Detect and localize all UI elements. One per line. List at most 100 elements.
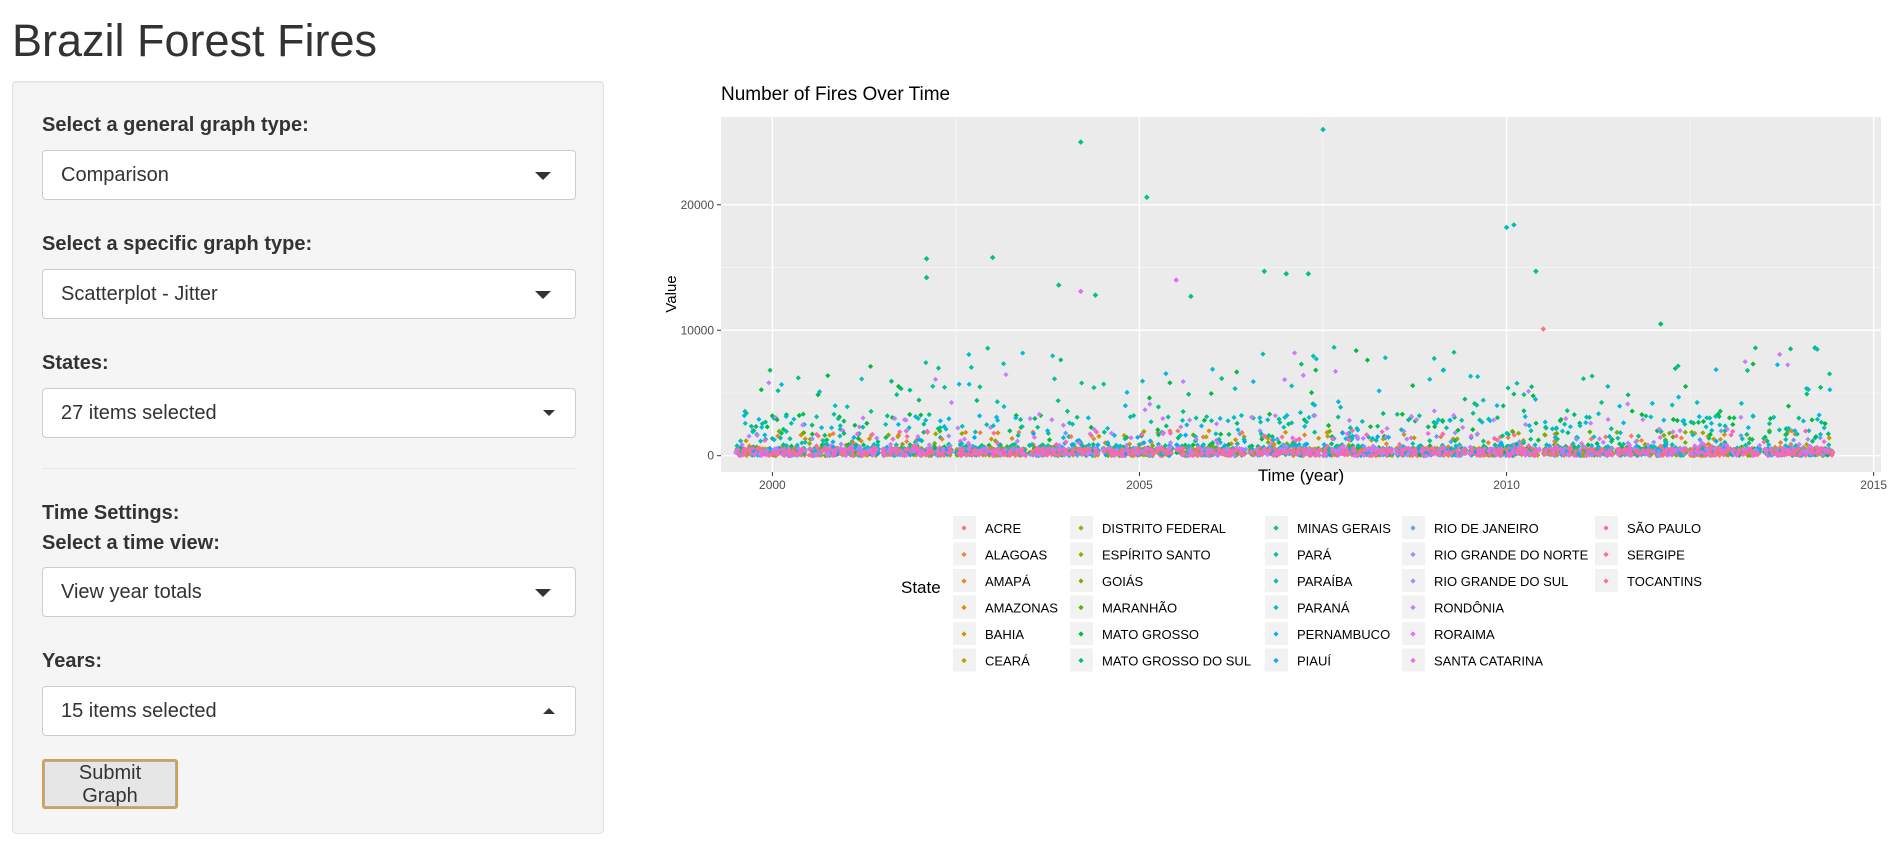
scatter-point [976,448,982,454]
scatter-point [1049,417,1055,423]
scatter-point [1822,421,1828,427]
scatter-point [1200,434,1206,440]
scatter-point [915,433,921,440]
scatter-point [1648,451,1655,457]
scatter-point [923,417,929,423]
legend-label: PARAÍBA [1297,574,1353,589]
scatter-point [1320,453,1326,459]
scatter-point [1386,434,1392,440]
scatter-point [842,451,848,457]
scatter-point [1431,408,1437,414]
scatter-point [1526,443,1532,449]
scatter-point [788,420,794,426]
scatter-point [1423,452,1429,459]
scatter-point [1399,411,1405,417]
scatter-point [1113,442,1119,448]
scatter-point [1135,446,1141,452]
scatter-point [940,446,946,452]
scatter-point [1792,428,1798,434]
scatter-point [1139,378,1146,384]
legend-label: DISTRITO FEDERAL [1102,521,1226,536]
scatter-point [1259,452,1265,458]
states-multiselect[interactable]: 27 items selected [42,388,576,438]
scatter-point [955,425,961,431]
scatter-point [825,442,831,448]
submit-graph-button[interactable]: Submit Graph [42,759,178,809]
scatter-point [1717,436,1724,442]
scatter-point [1013,412,1019,419]
scatter-point [1069,421,1076,427]
scatter-point [1085,446,1091,452]
scatter-point [966,381,972,387]
scatter-point [1032,415,1038,422]
scatter-point [1050,447,1056,453]
specific-type-select[interactable]: Scatterplot - Jitter [42,269,576,319]
scatter-point [815,433,821,439]
app-title: Brazil Forest Fires [12,15,378,66]
legend-label: ESPÍRITO SANTO [1102,548,1211,563]
scatter-point [1825,449,1831,456]
scatter-point [1750,413,1756,419]
scatter-point [1126,441,1133,447]
scatter-point [1259,448,1265,455]
scatter-point [974,397,980,404]
scatter-point [759,424,765,430]
scatter-point [1510,429,1516,435]
scatter-point [1814,416,1821,422]
scatter-point [1385,447,1391,453]
scatter-point [923,274,930,281]
scatter-point [1511,222,1517,228]
scatter-point [862,449,868,456]
scatter-point [1173,277,1179,283]
scatter-point [1013,415,1019,421]
scatter-point [1779,450,1786,456]
scatter-point [868,408,874,414]
scatter-point [1111,450,1118,456]
scatter-point [1663,439,1669,446]
legend-item: AMAZONAS [953,595,1058,619]
scatter-point [1474,452,1480,458]
scatter-point [1147,438,1153,444]
scatter-point [1643,413,1649,419]
general-type-select[interactable]: Comparison [42,150,576,200]
scatter-point [1270,437,1276,443]
years-value: 15 items selected [61,700,217,722]
legend-marker [961,578,967,584]
chart-area: Number of Fires Over Time 2000 2005 2010 20… [650,80,1893,680]
scatter-point [1430,447,1437,453]
scatter-point [1731,446,1737,453]
scatter-point [880,449,886,455]
years-multiselect[interactable]: 15 items selected [42,686,576,736]
scatter-point [1617,441,1623,447]
scatter-point [1033,446,1039,452]
scatter-point [1302,423,1308,429]
scatter-point [1455,427,1461,433]
scatter-point [1687,450,1694,456]
scatter-point [1301,451,1308,457]
time-view-select[interactable]: View year totals [42,567,576,617]
scatter-point [1198,452,1204,458]
scatter-point [947,452,953,458]
scatter-point [1680,418,1686,424]
scatter-point [1657,443,1664,449]
scatter-point [1595,444,1601,450]
scatter-point [1129,447,1135,453]
scatter-point [1012,441,1018,447]
scatter-point [1075,447,1081,454]
scatter-point [748,450,754,456]
scatter-point [1375,423,1381,429]
scatter-point [1540,326,1547,332]
scatter-point [1001,452,1007,458]
scatter-point [1514,448,1521,454]
scatter-point [1039,445,1045,452]
scatter-point [1399,448,1406,454]
legend-item: PARANÁ [1265,595,1350,619]
scatter-point [1163,423,1169,429]
scatter-point [1795,446,1802,452]
scatter-point [935,451,941,457]
legend-label: MINAS GERAIS [1297,521,1391,536]
scatter-point [1355,427,1361,433]
scatter-point [800,411,806,417]
scatter-point [1809,445,1815,451]
scatter-point [1193,434,1199,440]
